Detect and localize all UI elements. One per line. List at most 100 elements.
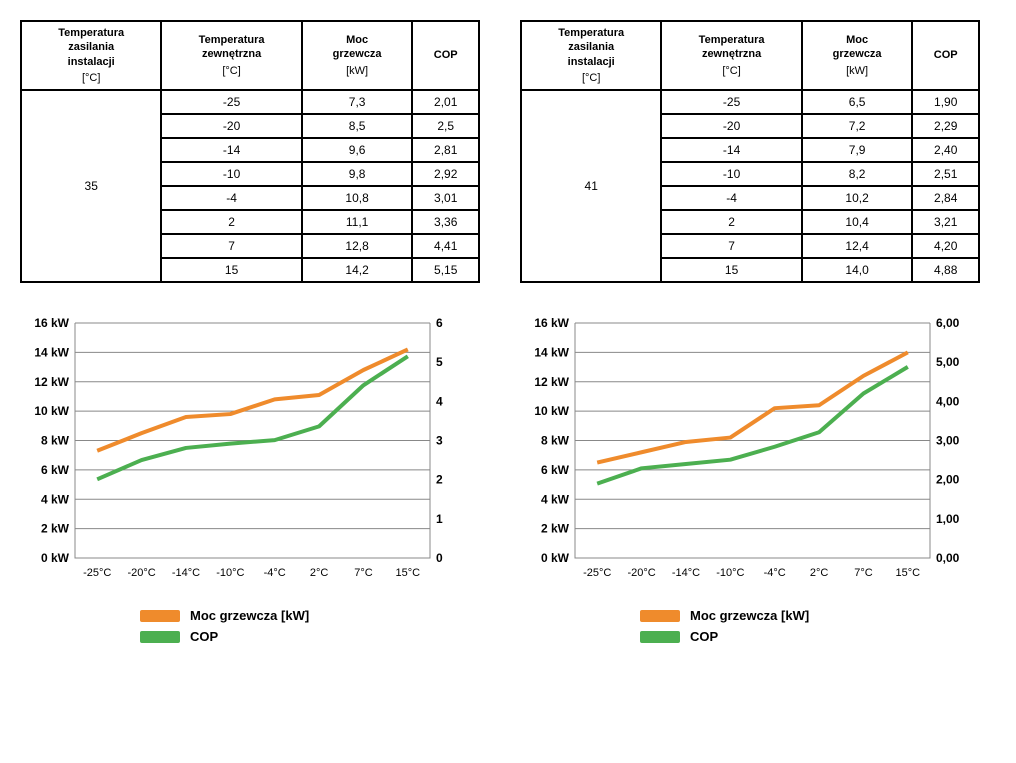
svg-text:-4°C: -4°C	[764, 567, 786, 579]
svg-text:5,00: 5,00	[936, 355, 960, 369]
svg-text:16 kW: 16 kW	[34, 316, 69, 330]
svg-text:-25°C: -25°C	[583, 567, 611, 579]
chart-legend: Moc grzewcza [kW] COP	[20, 608, 480, 644]
svg-text:-14°C: -14°C	[672, 567, 700, 579]
cell-ext: 2	[661, 210, 801, 234]
cell-cop: 1,90	[912, 90, 979, 114]
svg-text:-10°C: -10°C	[216, 567, 244, 579]
svg-text:8 kW: 8 kW	[41, 434, 70, 448]
svg-text:4 kW: 4 kW	[541, 492, 570, 506]
column-header: Mocgrzewcza[kW]	[302, 21, 413, 90]
svg-text:6 kW: 6 kW	[541, 463, 570, 477]
svg-text:0: 0	[436, 551, 443, 565]
svg-text:4 kW: 4 kW	[41, 492, 70, 506]
cell-ext: 7	[161, 234, 301, 258]
cell-ext: 2	[161, 210, 301, 234]
cell-moc: 7,9	[802, 138, 913, 162]
svg-text:5: 5	[436, 355, 443, 369]
svg-text:3: 3	[436, 434, 443, 448]
svg-text:14 kW: 14 kW	[534, 346, 569, 360]
cell-ext: -10	[161, 162, 301, 186]
cell-ext: -14	[661, 138, 801, 162]
legend-label-cop: COP	[190, 629, 218, 644]
panel: Temperaturazasilaniainstalacji[°C]Temper…	[20, 20, 480, 644]
svg-text:-4°C: -4°C	[264, 567, 286, 579]
cell-cop: 2,84	[912, 186, 979, 210]
cell-ext: -20	[661, 114, 801, 138]
cell-cop: 3,01	[412, 186, 479, 210]
svg-text:10 kW: 10 kW	[534, 404, 569, 418]
svg-text:2: 2	[436, 473, 443, 487]
svg-text:0 kW: 0 kW	[41, 551, 70, 565]
legend-label-moc: Moc grzewcza [kW]	[190, 608, 309, 623]
cell-moc: 12,8	[302, 234, 413, 258]
cell-ext: -25	[161, 90, 301, 114]
svg-text:7°C: 7°C	[354, 567, 373, 579]
svg-text:2 kW: 2 kW	[541, 522, 570, 536]
cell-ext: -20	[161, 114, 301, 138]
cell-cop: 2,5	[412, 114, 479, 138]
cell-cop: 2,01	[412, 90, 479, 114]
cell-moc: 8,2	[802, 162, 913, 186]
cell-moc: 14,2	[302, 258, 413, 282]
cell-cop: 2,92	[412, 162, 479, 186]
line-chart: 0 kW2 kW4 kW6 kW8 kW10 kW12 kW14 kW16 kW…	[20, 313, 480, 593]
cell-ext: 7	[661, 234, 801, 258]
column-header: COP	[912, 21, 979, 90]
cop-line	[97, 356, 408, 479]
cell-cop: 5,15	[412, 258, 479, 282]
cell-ext: -4	[661, 186, 801, 210]
cell-ext: -10	[661, 162, 801, 186]
svg-text:14 kW: 14 kW	[34, 346, 69, 360]
data-table: Temperaturazasilaniainstalacji[°C]Temper…	[520, 20, 980, 283]
panel: Temperaturazasilaniainstalacji[°C]Temper…	[520, 20, 980, 644]
cell-moc: 7,2	[802, 114, 913, 138]
column-header: Temperaturazewnętrzna[°C]	[161, 21, 301, 90]
table-row: 35-257,32,01	[21, 90, 479, 114]
svg-text:6,00: 6,00	[936, 316, 960, 330]
svg-text:3,00: 3,00	[936, 434, 960, 448]
moc-line	[597, 353, 908, 463]
svg-text:15°C: 15°C	[896, 567, 921, 579]
svg-text:12 kW: 12 kW	[534, 375, 569, 389]
cell-cop: 4,88	[912, 258, 979, 282]
svg-text:2°C: 2°C	[310, 567, 329, 579]
line-chart: 0 kW2 kW4 kW6 kW8 kW10 kW12 kW14 kW16 kW…	[520, 313, 980, 593]
svg-text:4: 4	[436, 395, 443, 409]
column-header: Temperaturazasilaniainstalacji[°C]	[21, 21, 161, 90]
cell-moc: 12,4	[802, 234, 913, 258]
cell-cop: 2,40	[912, 138, 979, 162]
svg-text:0,00: 0,00	[936, 551, 960, 565]
svg-text:-25°C: -25°C	[83, 567, 111, 579]
svg-text:16 kW: 16 kW	[534, 316, 569, 330]
cell-moc: 11,1	[302, 210, 413, 234]
cell-moc: 10,4	[802, 210, 913, 234]
cell-ext: -14	[161, 138, 301, 162]
column-header: COP	[412, 21, 479, 90]
legend-swatch-moc	[640, 610, 680, 622]
svg-text:-20°C: -20°C	[627, 567, 655, 579]
legend-swatch-cop	[640, 631, 680, 643]
chart-legend: Moc grzewcza [kW]COP	[520, 608, 980, 644]
column-header: Temperaturazasilaniainstalacji[°C]	[521, 21, 661, 90]
cell-cop: 3,36	[412, 210, 479, 234]
svg-text:1: 1	[436, 512, 443, 526]
cell-moc: 8,5	[302, 114, 413, 138]
cell-ext: 15	[161, 258, 301, 282]
cell-moc: 6,5	[802, 90, 913, 114]
svg-text:6 kW: 6 kW	[41, 463, 70, 477]
cell-cop: 4,41	[412, 234, 479, 258]
svg-text:7°C: 7°C	[854, 567, 873, 579]
cell-cop: 2,81	[412, 138, 479, 162]
cell-ext: -25	[661, 90, 801, 114]
cell-moc: 10,8	[302, 186, 413, 210]
svg-text:1,00: 1,00	[936, 512, 960, 526]
supply-temp-cell: 41	[521, 90, 661, 282]
cell-cop: 4,20	[912, 234, 979, 258]
legend-swatch-moc	[140, 610, 180, 622]
svg-text:6: 6	[436, 316, 443, 330]
svg-text:12 kW: 12 kW	[34, 375, 69, 389]
svg-text:0 kW: 0 kW	[541, 551, 570, 565]
moc-line	[97, 350, 408, 451]
cell-ext: -4	[161, 186, 301, 210]
